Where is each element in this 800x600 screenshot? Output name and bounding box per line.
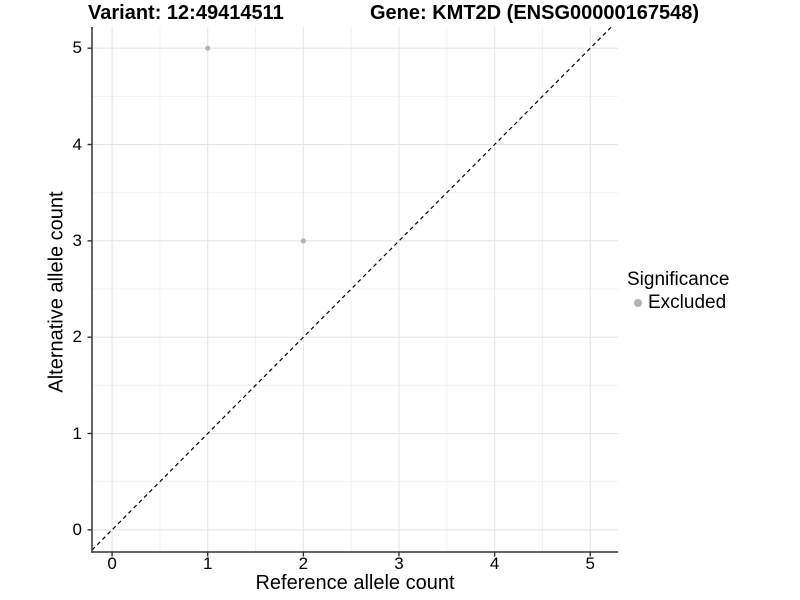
tick-marks <box>87 47 591 557</box>
legend: Significance Excluded <box>627 268 729 314</box>
panel-content <box>92 27 618 552</box>
plot-title-gene: Gene: KMT2D (ENSG00000167548) <box>370 2 700 24</box>
x-axis-title: Reference allele count <box>255 572 455 594</box>
data-point <box>205 45 211 51</box>
x-tick-label: 1 <box>202 554 213 573</box>
x-tick-label: 4 <box>489 554 500 573</box>
plot-title-variant: Variant: 12:49414511 <box>88 2 284 24</box>
x-tick-label: 0 <box>107 554 117 573</box>
y-tick-label: 4 <box>72 134 82 154</box>
gridlines-minor <box>92 27 618 552</box>
legend-title: Significance <box>627 269 730 290</box>
y-tick-label: 3 <box>72 230 82 250</box>
x-tick-label: 2 <box>298 554 309 573</box>
x-tick-label: 5 <box>585 554 595 573</box>
x-tick-label: 3 <box>394 554 404 573</box>
data-points <box>205 45 306 244</box>
y-axis-title: Alternative allele count <box>45 191 68 393</box>
y-tick-label: 1 <box>72 423 82 443</box>
data-point <box>300 238 306 244</box>
gridlines-major <box>92 27 618 552</box>
y-tick-label: 0 <box>72 519 82 539</box>
y-tick-label: 2 <box>72 327 82 347</box>
axis-lines <box>91 27 618 553</box>
identity-line <box>92 27 613 551</box>
legend-item-label: Excluded <box>648 292 727 313</box>
legend-point-swatch-icon <box>634 298 642 307</box>
y-tick-label: 5 <box>72 38 82 58</box>
legend-item-excluded: Excluded <box>634 291 729 314</box>
